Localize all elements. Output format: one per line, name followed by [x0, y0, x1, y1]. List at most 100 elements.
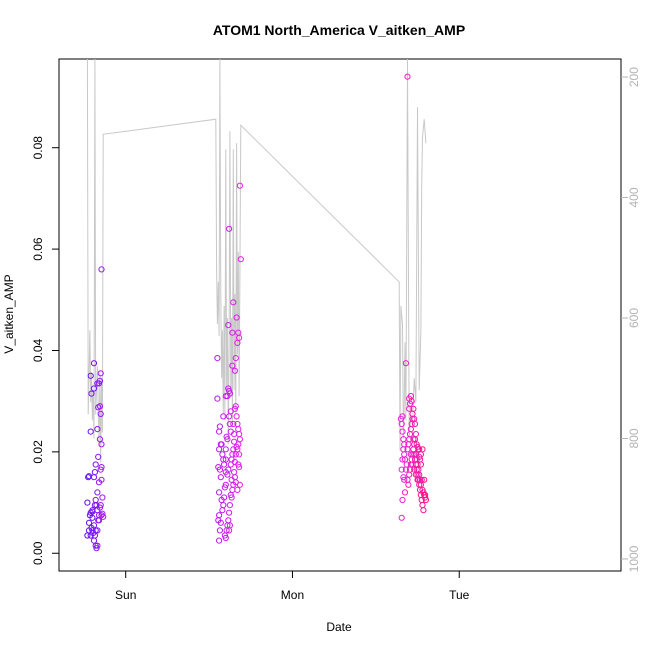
data-point-1-81: [219, 451, 226, 458]
data-point-2-7: [398, 466, 405, 473]
data-point-2-12: [398, 514, 405, 521]
data-point-0-29: [88, 390, 95, 397]
data-point-1-46: [236, 431, 243, 438]
data-point-1-61: [225, 517, 232, 524]
data-point-2-18: [408, 398, 415, 405]
data-point-2-13: [402, 360, 409, 367]
y-tick-label-1: 0.02: [31, 440, 45, 464]
data-point-2-23: [412, 431, 419, 438]
data-point-2-63: [410, 436, 417, 443]
y2-tick-label-0: 200: [627, 67, 641, 87]
data-point-2-83: [414, 476, 421, 483]
y2-tick-label-1: 400: [627, 187, 641, 207]
data-point-1-47: [236, 436, 243, 443]
data-point-2-9: [401, 476, 408, 483]
data-point-0-58: [95, 517, 103, 524]
data-point-2-78: [406, 405, 413, 412]
data-point-0-52: [99, 494, 106, 501]
data-point-0-35: [96, 377, 104, 384]
data-point-1-16: [219, 507, 226, 514]
data-point-1-7: [216, 466, 223, 473]
data-point-1-82: [218, 441, 225, 448]
data-point-2-79: [407, 451, 414, 458]
data-point-1-0: [214, 355, 221, 362]
data-point-2-72: [417, 491, 424, 499]
data-point-1-20: [222, 481, 229, 488]
data-point-2-14: [404, 73, 411, 80]
data-point-1-79: [221, 461, 228, 468]
data-point-1-3: [216, 423, 223, 430]
chart-title: ATOM1 North_America V_aitken_AMP: [213, 22, 465, 38]
data-point-0-53: [94, 489, 101, 496]
data-point-0-28: [87, 428, 94, 435]
data-point-1-1: [214, 395, 221, 402]
data-point-1-33: [230, 299, 237, 306]
data-point-1-28: [226, 387, 233, 395]
y-tick-label-2: 0.04: [31, 338, 45, 362]
y2-tick-label-3: 800: [627, 428, 641, 448]
data-point-1-34: [229, 362, 236, 369]
data-point-2-38: [406, 471, 413, 478]
data-point-0-23: [99, 510, 106, 517]
data-point-0-36: [97, 370, 104, 377]
data-point-0-26: [85, 474, 92, 481]
data-point-1-13: [217, 519, 224, 526]
data-point-2-86: [419, 446, 426, 453]
secondary-line-layer: [86, 58, 427, 463]
data-point-1-30: [225, 322, 232, 329]
data-point-1-95: [231, 431, 238, 438]
data-point-2-5: [401, 451, 408, 458]
data-point-1-19: [221, 484, 228, 491]
data-point-1-70: [229, 451, 236, 458]
data-point-0-42: [96, 436, 104, 443]
data-point-0-16: [94, 542, 101, 549]
data-point-0-7: [89, 514, 96, 521]
data-point-2-22: [411, 420, 419, 428]
data-point-2-77: [400, 436, 407, 443]
data-point-0-30: [87, 372, 94, 379]
y2-tick-label-2: 600: [627, 308, 641, 328]
data-point-1-56: [229, 486, 236, 493]
data-point-0-24: [100, 513, 107, 520]
data-point-0-14: [92, 527, 99, 534]
data-point-2-88: [422, 491, 429, 499]
data-point-1-36: [232, 355, 239, 362]
points-layer: [84, 73, 429, 552]
data-point-0-51: [98, 476, 105, 483]
data-point-1-11: [216, 512, 223, 519]
data-point-0-54: [92, 496, 99, 504]
data-point-1-68: [227, 461, 234, 468]
data-point-1-9: [216, 489, 223, 496]
data-point-2-43: [410, 446, 417, 453]
data-point-1-31: [226, 225, 233, 232]
data-point-0-60: [91, 502, 99, 509]
data-point-2-10: [401, 489, 409, 496]
data-point-1-59: [226, 502, 233, 509]
y2-axis: 200 400 600 800 1000: [621, 67, 641, 572]
x-axis: Sun Mon Tue: [115, 571, 470, 602]
data-point-0-37: [98, 266, 105, 273]
data-point-1-41: [232, 403, 239, 410]
data-point-0-45: [98, 464, 105, 471]
data-point-0-38: [94, 426, 101, 433]
data-point-0-2: [85, 519, 93, 526]
data-point-1-58: [227, 491, 234, 499]
data-point-1-29: [226, 390, 233, 397]
data-point-1-92: [237, 256, 244, 263]
data-point-0-48: [92, 461, 99, 468]
data-point-2-37: [405, 481, 412, 488]
data-point-1-40: [236, 334, 243, 341]
data-point-1-67: [226, 522, 233, 529]
data-point-1-23: [224, 436, 231, 443]
data-point-2-6: [399, 456, 406, 463]
data-point-1-37: [233, 314, 240, 321]
data-point-1-2: [216, 428, 223, 435]
data-point-1-8: [217, 474, 224, 481]
y2-tick-label-4: 1000: [627, 545, 641, 572]
data-point-1-93: [227, 408, 234, 415]
data-point-1-71: [230, 446, 237, 453]
data-point-2-20: [410, 405, 417, 412]
data-point-1-60: [226, 509, 233, 516]
data-point-0-40: [96, 403, 104, 410]
